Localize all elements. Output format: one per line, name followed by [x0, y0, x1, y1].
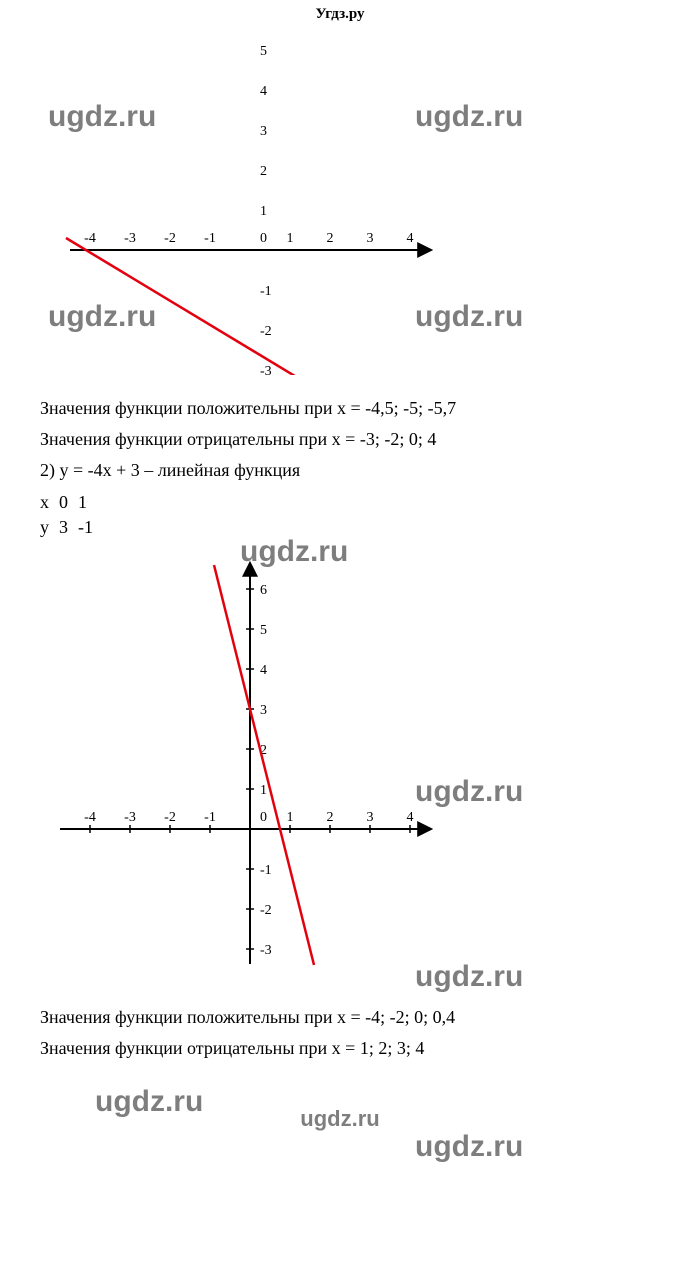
svg-text:-1: -1 — [204, 231, 216, 246]
svg-text:-3: -3 — [124, 231, 136, 246]
svg-text:4: 4 — [407, 810, 414, 825]
svg-text:3: 3 — [260, 124, 267, 139]
svg-text:-4: -4 — [84, 810, 96, 825]
svg-text:-2: -2 — [164, 231, 176, 246]
svg-text:0: 0 — [260, 231, 267, 246]
svg-text:3: 3 — [367, 231, 374, 246]
table-row: y 3 -1 — [40, 515, 103, 540]
svg-text:1: 1 — [287, 810, 294, 825]
cell: 0 — [59, 490, 78, 515]
cell: -1 — [78, 515, 103, 540]
content: -4-3-2-10123454321-1-2-3 Значения функци… — [0, 35, 680, 1096]
text-pos-1: Значения функции положительны при x = -4… — [40, 395, 640, 422]
svg-text:2: 2 — [327, 810, 334, 825]
svg-text:5: 5 — [260, 44, 267, 59]
site-name: Угдз.ру — [315, 6, 364, 22]
text-neg-1: Значения функции отрицательны при x = -3… — [40, 426, 640, 453]
cell: 1 — [78, 490, 103, 515]
svg-text:-4: -4 — [84, 231, 96, 246]
svg-text:-2: -2 — [260, 903, 272, 918]
svg-text:1: 1 — [260, 783, 267, 798]
svg-text:-1: -1 — [260, 284, 272, 299]
svg-text:1: 1 — [260, 204, 267, 219]
svg-text:6: 6 — [260, 583, 267, 598]
svg-text:2: 2 — [327, 231, 334, 246]
svg-text:-3: -3 — [260, 364, 272, 375]
svg-text:-3: -3 — [124, 810, 136, 825]
xy-table: x 0 1 y 3 -1 — [40, 490, 103, 540]
svg-text:1: 1 — [287, 231, 294, 246]
svg-text:5: 5 — [260, 623, 267, 638]
svg-text:-2: -2 — [164, 810, 176, 825]
chart1: -4 -3 -2 -1 0 1 2 3 4 5 4 3 2 1 -1 -2 -3 — [40, 35, 440, 375]
chart2-wrap: -4-3-2-101234654321-1-2-3 — [40, 554, 640, 984]
cell: y — [40, 515, 59, 540]
svg-text:4: 4 — [260, 84, 267, 99]
watermark-label: ugdz.ru — [300, 1106, 379, 1131]
svg-text:-1: -1 — [204, 810, 216, 825]
svg-text:0: 0 — [260, 810, 267, 825]
text-pos-2: Значения функции положительны при x = -4… — [40, 1004, 640, 1031]
table-row: x 0 1 — [40, 490, 103, 515]
svg-text:-3: -3 — [260, 943, 272, 958]
svg-text:-2: -2 — [260, 324, 272, 339]
cell: 3 — [59, 515, 78, 540]
svg-text:-1: -1 — [260, 863, 272, 878]
page-header: Угдз.ру — [0, 0, 680, 25]
chart2: -4-3-2-101234654321-1-2-3 — [40, 554, 440, 984]
svg-text:2: 2 — [260, 164, 267, 179]
footer-watermark: ugdz.ru — [0, 1096, 680, 1144]
cell: x — [40, 490, 59, 515]
svg-text:3: 3 — [260, 703, 267, 718]
svg-text:3: 3 — [367, 810, 374, 825]
svg-text:4: 4 — [260, 663, 267, 678]
text-neg-2: Значения функции отрицательны при x = 1;… — [40, 1035, 640, 1062]
svg-text:4: 4 — [407, 231, 414, 246]
chart1-wrap: -4 -3 -2 -1 0 1 2 3 4 5 4 3 2 1 -1 -2 -3 — [40, 35, 640, 375]
item2-title: 2) y = -4x + 3 – линейная функция — [40, 457, 640, 484]
